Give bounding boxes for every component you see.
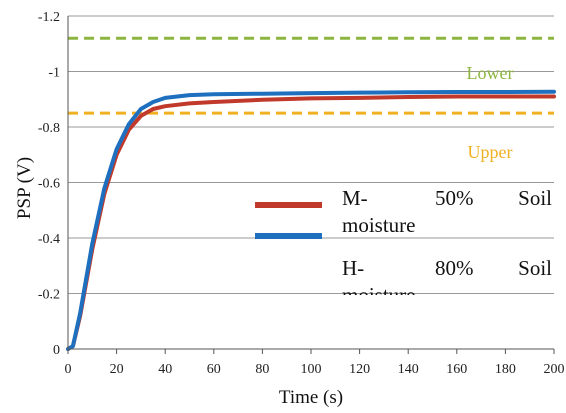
x-tick-label: 120 <box>349 362 370 377</box>
series-line-m <box>66 94 556 351</box>
threshold-label-upper: Upper <box>468 142 513 162</box>
y-tick-label: -0.4 <box>38 232 60 247</box>
legend: M- 50% Soil moisture H- 80% Soil moisture <box>255 186 552 307</box>
legend-label-word: 80% <box>435 256 474 280</box>
y-tick-label: -0.6 <box>38 177 60 192</box>
y-tick-label: 0 <box>53 343 60 358</box>
series-lines <box>66 89 556 351</box>
threshold-label-lower: Lower <box>467 63 514 83</box>
legend-label-word: Soil <box>518 186 552 210</box>
legend-label-word: moisture <box>342 213 416 237</box>
legend-label-word: Soil <box>518 256 552 280</box>
y-tick-label: -1.2 <box>38 10 60 25</box>
tick-labels: 0 -0.2 -0.4 -0.6 -0.8 -1 -1.2 0 20 40 60 80 100 120 14… <box>38 10 565 377</box>
x-tick-label: 160 <box>446 362 467 377</box>
x-tick-label: 100 <box>301 362 322 377</box>
x-axis-title: Time (s) <box>279 387 343 408</box>
axes <box>67 16 555 354</box>
legend-label-word: moisture <box>342 283 416 307</box>
gridlines <box>68 15 554 294</box>
legend-label-word: H- <box>342 256 364 280</box>
legend-label-word: M- <box>342 186 368 210</box>
legend-label-word: 50% <box>435 186 474 210</box>
y-tick-label: -1 <box>48 66 60 81</box>
x-tick-label: 200 <box>544 362 565 377</box>
y-tick-label: -0.2 <box>38 288 60 303</box>
series-line-h <box>66 89 556 351</box>
x-tick-label: 140 <box>398 362 419 377</box>
x-tick-label: 80 <box>255 362 269 377</box>
x-tick-label: 40 <box>158 362 172 377</box>
y-axis-title: PSP (V) <box>14 157 35 219</box>
y-tick-label: -0.8 <box>38 121 60 136</box>
x-tick-label: 20 <box>110 362 124 377</box>
x-tick-label: 180 <box>495 362 516 377</box>
x-tick-label: 0 <box>65 362 72 377</box>
x-tick-label: 60 <box>207 362 221 377</box>
